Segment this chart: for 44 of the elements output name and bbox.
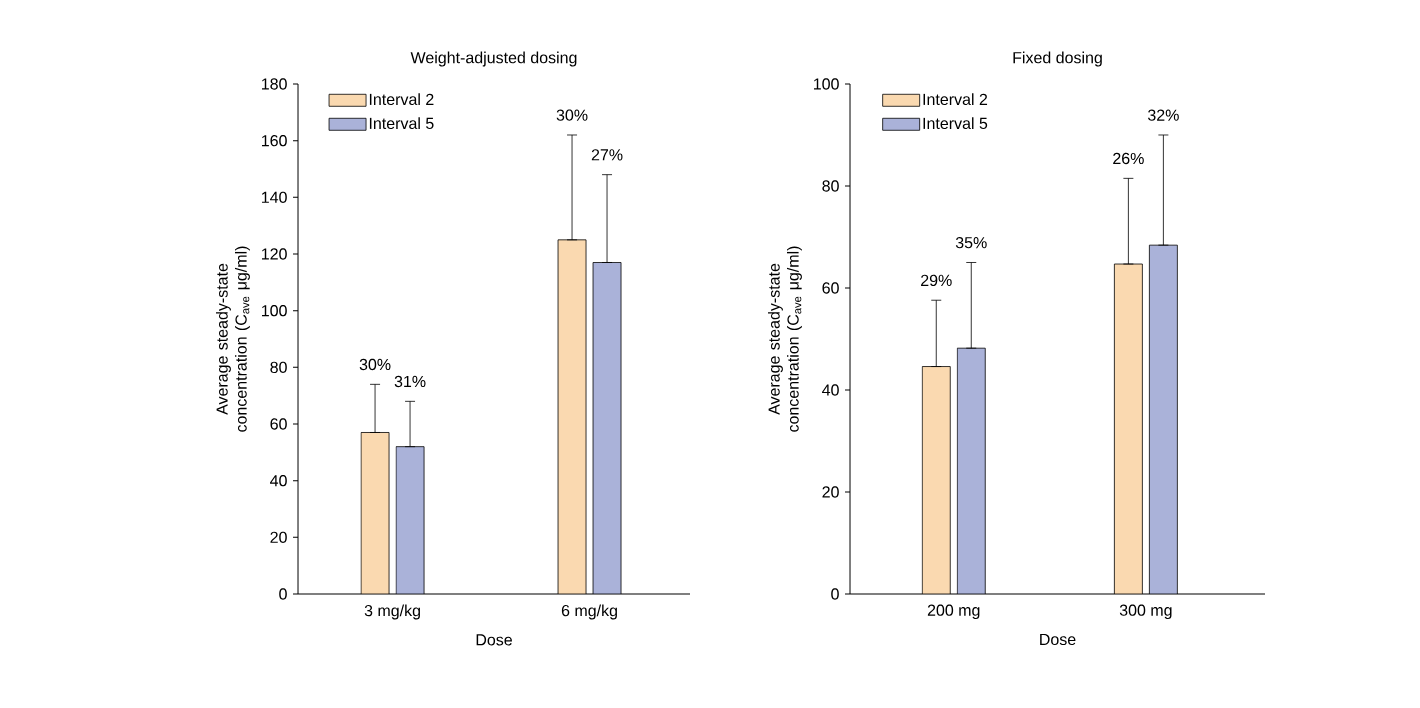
y-tick-label: 40 [822,384,839,396]
y-tick-label: 80 [822,180,839,192]
legend-label: Interval 5 [923,117,988,130]
x-tick-label: 300 mg [1119,604,1172,620]
y-tick-label: 120 [262,248,287,260]
legend-label: Interval 5 [369,117,434,130]
y-tick-label: 20 [822,486,839,498]
bar [396,446,425,594]
annotation: 32% [1147,109,1179,121]
y-tick-label: 0 [279,588,287,600]
y-tick-label: 60 [270,418,287,430]
annotation: 30% [556,109,588,121]
annotation: 31% [394,375,426,388]
y-tick-label: 140 [262,191,287,203]
annotation: 30% [359,358,391,371]
y-tick-label: 100 [814,78,839,90]
bar [922,366,951,594]
y-tick-label: 80 [270,361,287,373]
bar [592,262,622,594]
x-tick-label: 3 mg/kg [364,604,420,620]
y-tick-label: 20 [270,531,287,543]
bar [361,432,390,594]
annotation: 29% [921,274,952,287]
y-tick-label: 180 [262,78,287,90]
legend-label: Interval 2 [923,93,988,106]
bar [557,239,587,594]
legend-label: Interval 2 [369,93,434,106]
x-axis-title: Dose [476,634,512,646]
x-tick-label: 6 mg/kg [561,604,617,620]
bar [957,348,986,594]
y-tick-label: 40 [270,475,287,487]
y-tick-label: 100 [262,305,287,317]
annotation: 26% [1113,152,1144,165]
bar [1148,244,1178,594]
annotation: 27% [591,149,623,161]
bar [1113,263,1143,594]
annotation: 35% [955,236,987,249]
chart-title: Weight-adjusted dosing [410,51,577,67]
chart-title: Fixed dosing [1013,51,1102,67]
x-axis-title: Dose [1040,633,1076,646]
y-tick-label: 160 [262,135,287,147]
x-tick-label: 200 mg [927,604,980,620]
y-tick-label: 60 [822,282,839,294]
y-tick-label: 0 [831,588,839,600]
